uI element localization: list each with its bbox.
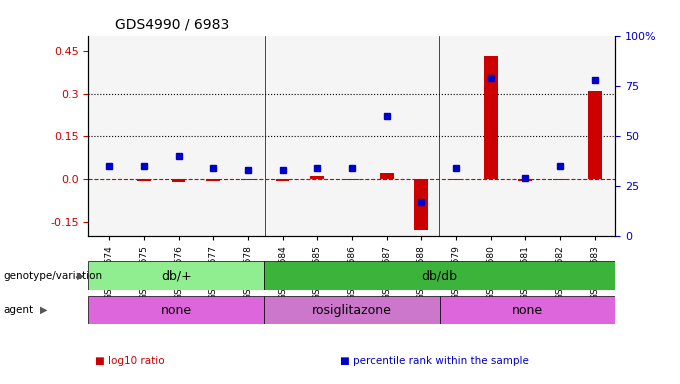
Text: db/+: db/+ [161,269,192,282]
Bar [241,179,255,180]
Bar [345,179,359,180]
Bar [518,179,532,180]
Bar [379,174,394,179]
Bar [483,56,498,179]
Bar [440,296,615,324]
Text: genotype/variation: genotype/variation [3,270,103,281]
Bar [275,179,290,180]
Bar [449,179,463,180]
Text: GDS4990 / 6983: GDS4990 / 6983 [115,17,229,31]
Text: ■ percentile rank within the sample: ■ percentile rank within the sample [340,356,529,366]
Bar [171,179,186,182]
Text: agent: agent [3,305,33,315]
Bar [310,176,324,179]
Bar [264,296,440,324]
Text: db/db: db/db [422,269,458,282]
Text: ■ log10 ratio: ■ log10 ratio [95,356,165,366]
Bar [88,261,264,290]
Text: ▶: ▶ [76,270,84,281]
Bar [414,179,428,230]
Bar [206,179,220,181]
Bar [553,179,567,180]
Text: none: none [512,304,543,316]
Text: rosiglitazone: rosiglitazone [312,304,392,316]
Text: ▶: ▶ [40,305,48,315]
Text: none: none [160,304,192,316]
Bar [588,91,602,179]
Bar [137,179,151,180]
Bar [88,296,264,324]
Bar [264,261,615,290]
